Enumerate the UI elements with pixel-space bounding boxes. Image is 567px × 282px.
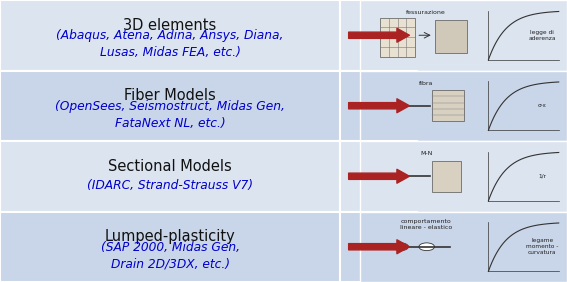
Text: 3D elements: 3D elements — [124, 18, 217, 33]
Text: Fiber Models: Fiber Models — [124, 88, 216, 103]
Text: σ-ε: σ-ε — [538, 103, 547, 108]
Bar — [360, 0, 567, 70]
Text: 1/r: 1/r — [538, 174, 546, 179]
Bar — [340, 70, 417, 141]
FancyArrowPatch shape — [349, 28, 409, 42]
Bar — [0, 70, 340, 141]
Bar — [340, 141, 417, 212]
Text: legame
momento -
curvatura: legame momento - curvatura — [526, 238, 558, 255]
Text: (SAP 2000, Midas Gen,
Drain 2D/3DX, etc.): (SAP 2000, Midas Gen, Drain 2D/3DX, etc.… — [100, 241, 240, 271]
Bar — [340, 0, 417, 70]
Bar — [433, 90, 464, 121]
FancyArrowPatch shape — [349, 99, 409, 113]
FancyArrowPatch shape — [349, 240, 409, 254]
Bar — [360, 141, 567, 212]
FancyArrowPatch shape — [349, 169, 409, 183]
Bar — [340, 212, 417, 282]
Text: (IDARC, Strand-Strauss V7): (IDARC, Strand-Strauss V7) — [87, 179, 253, 192]
Bar — [0, 141, 340, 212]
Bar — [380, 18, 415, 57]
Bar — [435, 20, 467, 53]
Text: M-N: M-N — [420, 151, 433, 156]
Text: Sectional Models: Sectional Models — [108, 159, 232, 174]
Text: (Abaqus, Atena, Adina, Ansys, Diana,
Lusas, Midas FEA, etc.): (Abaqus, Atena, Adina, Ansys, Diana, Lus… — [56, 29, 284, 60]
Bar — [360, 70, 567, 141]
Bar — [360, 212, 567, 282]
Text: comportamento
lineare - elastico: comportamento lineare - elastico — [400, 219, 452, 230]
Circle shape — [393, 243, 408, 251]
Text: fessurazione: fessurazione — [407, 10, 446, 15]
Bar — [433, 161, 462, 192]
Text: Lumped-plasticity: Lumped-plasticity — [105, 229, 235, 244]
Circle shape — [419, 243, 434, 251]
Bar — [0, 0, 340, 70]
Text: (OpenSees, Seismostruct, Midas Gen,
FataNext NL, etc.): (OpenSees, Seismostruct, Midas Gen, Fata… — [55, 100, 285, 130]
Text: legge di
aderenza: legge di aderenza — [528, 30, 556, 41]
Bar — [0, 212, 340, 282]
Text: fibra: fibra — [419, 81, 433, 86]
